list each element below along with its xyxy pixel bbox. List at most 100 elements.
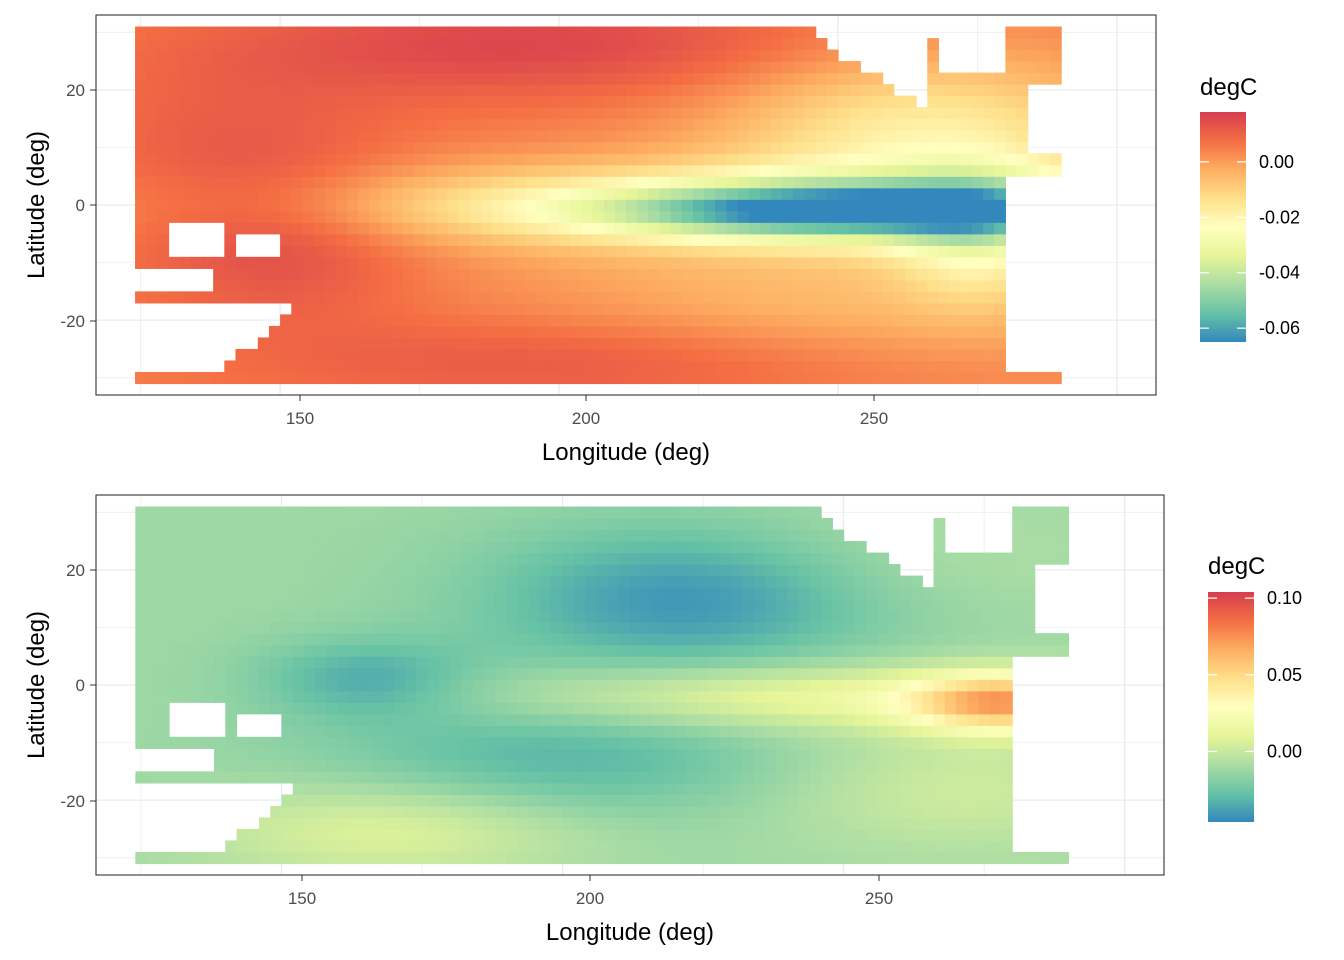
heatmap-cell	[659, 268, 672, 281]
heatmap-cell	[983, 256, 995, 269]
heatmap-cell	[793, 222, 806, 235]
heatmap-cell	[570, 118, 582, 131]
heatmap-cell	[967, 621, 980, 634]
heatmap-cell	[798, 598, 811, 611]
heatmap-cell	[815, 245, 828, 258]
heatmap-cell	[904, 302, 917, 315]
heatmap-cell	[562, 759, 575, 772]
heatmap-cell	[1016, 95, 1029, 108]
heatmap-cell	[742, 690, 755, 703]
heatmap-cell	[871, 233, 884, 246]
heatmap-cell	[764, 759, 777, 772]
heatmap-cell	[506, 851, 519, 865]
heatmap-cell	[525, 38, 538, 51]
heatmap-cell	[994, 256, 1006, 269]
heatmap-cell	[637, 153, 649, 166]
heatmap-cell	[369, 325, 382, 339]
heatmap-cell	[402, 153, 415, 166]
heatmap-cell	[358, 210, 370, 223]
heatmap-cell	[528, 748, 541, 761]
heatmap-cell	[1023, 541, 1036, 554]
heatmap-cell	[348, 644, 361, 657]
heatmap-cell	[393, 506, 406, 519]
heatmap-cell	[652, 702, 665, 715]
heatmap-cell	[573, 713, 586, 726]
heatmap-cell	[888, 851, 901, 865]
heatmap-cell	[191, 575, 204, 588]
heatmap-cell	[402, 302, 415, 315]
heatmap-cell	[224, 233, 237, 246]
heatmap-cell	[402, 26, 415, 39]
heatmap-cell	[480, 26, 493, 39]
heatmap-cell	[663, 587, 676, 600]
heatmap-cell	[259, 771, 271, 784]
heatmap-cell	[674, 805, 687, 819]
heatmap-cell	[514, 38, 527, 51]
heatmap-cell	[380, 61, 393, 74]
heatmap-cell	[268, 130, 281, 143]
heatmap-cell	[944, 713, 957, 726]
heatmap-cell	[726, 245, 739, 258]
heatmap-cell	[877, 690, 890, 703]
heatmap-cell	[135, 851, 148, 865]
heatmap-cell	[815, 130, 828, 143]
heatmap-cell	[416, 598, 429, 611]
heatmap-cell	[517, 805, 530, 819]
heatmap-cell	[146, 245, 158, 258]
heatmap-cell	[938, 268, 951, 281]
heatmap-cell	[380, 348, 393, 362]
heatmap-cell	[753, 851, 766, 865]
heatmap-cell	[708, 805, 721, 819]
heatmap-cell	[157, 506, 170, 519]
heatmap-cell	[764, 702, 777, 715]
heatmap-cell	[257, 164, 270, 177]
heatmap-cell	[944, 552, 957, 565]
heatmap-cell	[405, 598, 417, 611]
heatmap-cell	[146, 130, 158, 143]
heatmap-cell	[292, 610, 305, 623]
heatmap-cell	[458, 371, 471, 385]
heatmap-cell	[268, 291, 281, 304]
heatmap-cell	[425, 141, 437, 154]
heatmap-cell	[551, 621, 564, 634]
heatmap-cell	[960, 118, 973, 131]
heatmap-cell	[469, 49, 482, 62]
heatmap-cell	[944, 759, 957, 772]
heatmap-cell	[551, 518, 564, 531]
heatmap-cell	[641, 541, 654, 554]
heatmap-cell	[927, 49, 940, 62]
heatmap-cell	[416, 759, 429, 772]
heatmap-cell	[742, 771, 755, 784]
heatmap-cell	[393, 621, 406, 634]
heatmap-cell	[614, 337, 627, 350]
heatmap-cell	[168, 176, 181, 189]
heatmap-cell	[436, 141, 449, 154]
heatmap-cell	[630, 541, 642, 554]
heatmap-cell	[157, 210, 170, 223]
heatmap-cell	[742, 598, 755, 611]
heatmap-cell	[436, 325, 449, 339]
heatmap-cell	[641, 725, 654, 738]
heatmap-cell	[809, 713, 822, 726]
heatmap-cell	[581, 176, 594, 189]
heatmap-cell	[648, 153, 661, 166]
heatmap-cell	[559, 130, 571, 143]
heatmap-cell	[659, 325, 672, 339]
heatmap-cell	[547, 164, 560, 177]
heatmap-cell	[686, 782, 699, 795]
heatmap-cell	[573, 759, 586, 772]
heatmap-cell	[938, 233, 951, 246]
heatmap-cell	[603, 164, 616, 177]
heatmap-cell	[472, 598, 485, 611]
heatmap-cell	[146, 222, 158, 235]
heatmap-cell	[450, 529, 462, 542]
heatmap-cell	[348, 794, 361, 807]
heatmap-cell	[425, 302, 437, 315]
heatmap-cell	[313, 314, 326, 327]
heatmap-cell	[179, 199, 192, 212]
heatmap-cell	[637, 256, 649, 269]
heatmap-cell	[313, 360, 326, 373]
heatmap-cell	[358, 95, 370, 108]
heatmap-cell	[983, 337, 995, 350]
heatmap-cell	[759, 268, 772, 281]
